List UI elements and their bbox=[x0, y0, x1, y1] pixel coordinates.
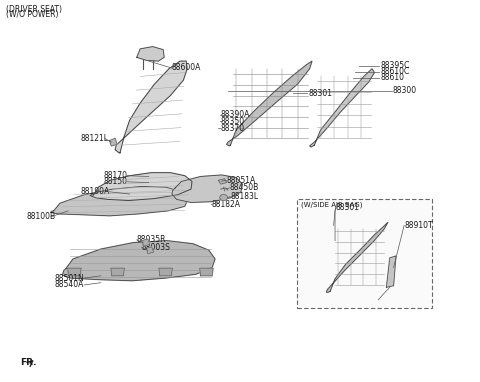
Text: 88350: 88350 bbox=[221, 117, 245, 126]
Text: 88150: 88150 bbox=[103, 177, 127, 186]
Polygon shape bbox=[218, 179, 227, 184]
Text: 88100B: 88100B bbox=[26, 212, 56, 222]
Polygon shape bbox=[137, 47, 164, 61]
Text: 88390A: 88390A bbox=[221, 110, 250, 119]
Text: 88501N: 88501N bbox=[54, 274, 84, 283]
Text: 88170: 88170 bbox=[103, 171, 127, 180]
Text: 88910T: 88910T bbox=[404, 221, 433, 230]
Polygon shape bbox=[62, 241, 215, 281]
Polygon shape bbox=[310, 69, 374, 147]
Text: 88610: 88610 bbox=[380, 73, 404, 83]
Text: (W/SIDE AIR BAG): (W/SIDE AIR BAG) bbox=[301, 202, 363, 208]
Polygon shape bbox=[50, 186, 188, 216]
Polygon shape bbox=[386, 256, 396, 287]
Text: 88182A: 88182A bbox=[211, 200, 240, 209]
Polygon shape bbox=[111, 268, 124, 276]
Text: (W/O POWER): (W/O POWER) bbox=[6, 10, 58, 19]
Polygon shape bbox=[200, 268, 213, 276]
Bar bbox=[297, 199, 432, 308]
Polygon shape bbox=[68, 268, 81, 276]
Text: 88540A: 88540A bbox=[55, 280, 84, 290]
Polygon shape bbox=[172, 175, 242, 202]
Text: 88121L: 88121L bbox=[81, 134, 108, 143]
Text: 88301: 88301 bbox=[336, 202, 360, 212]
Text: 88190A: 88190A bbox=[80, 187, 109, 196]
Text: 88395C: 88395C bbox=[380, 61, 409, 70]
Text: 88370: 88370 bbox=[221, 124, 245, 133]
Polygon shape bbox=[115, 61, 187, 153]
Polygon shape bbox=[142, 239, 150, 246]
Text: 88450B: 88450B bbox=[229, 183, 259, 193]
Polygon shape bbox=[326, 222, 388, 292]
Polygon shape bbox=[90, 173, 192, 201]
Text: FR.: FR. bbox=[20, 358, 36, 367]
Text: 88051A: 88051A bbox=[227, 176, 256, 185]
Text: 88610C: 88610C bbox=[380, 67, 409, 76]
Text: 88300: 88300 bbox=[393, 86, 417, 96]
Text: (DRIVER SEAT): (DRIVER SEAT) bbox=[6, 5, 62, 14]
Polygon shape bbox=[159, 268, 172, 276]
Text: 88035R: 88035R bbox=[137, 235, 166, 244]
Polygon shape bbox=[227, 61, 312, 146]
Text: 88600A: 88600A bbox=[172, 63, 201, 73]
Polygon shape bbox=[109, 138, 117, 146]
Polygon shape bbox=[146, 247, 154, 254]
Circle shape bbox=[220, 194, 228, 201]
Text: 88301: 88301 bbox=[308, 89, 332, 98]
Text: 88183L: 88183L bbox=[230, 192, 259, 201]
Text: 88003S: 88003S bbox=[142, 243, 170, 252]
